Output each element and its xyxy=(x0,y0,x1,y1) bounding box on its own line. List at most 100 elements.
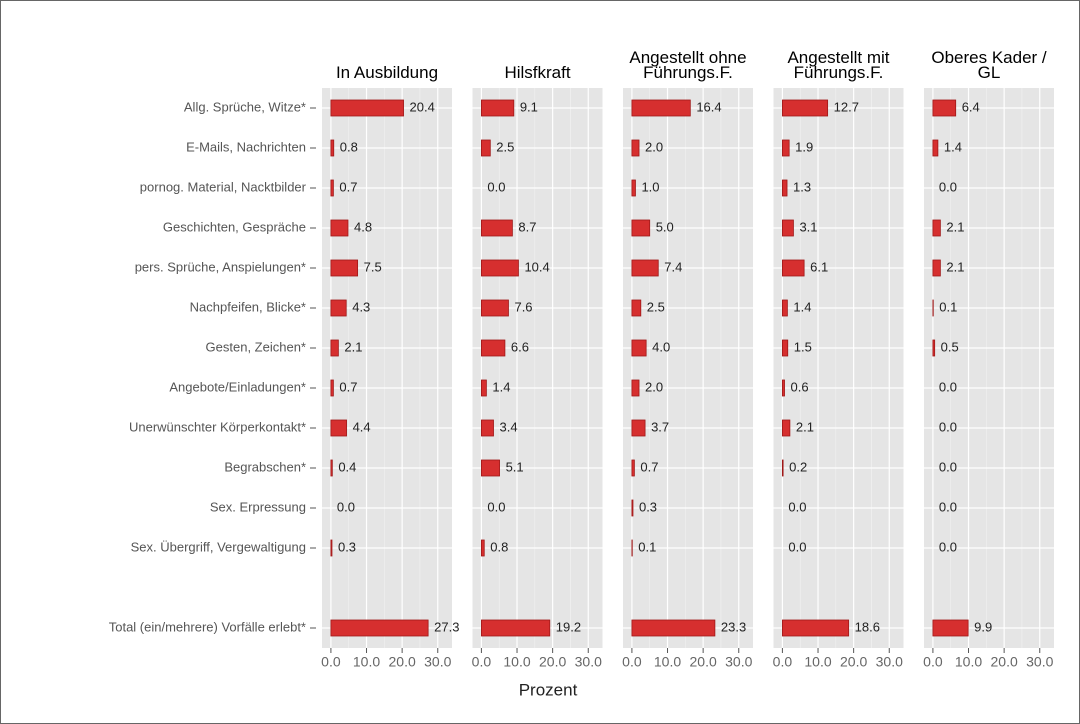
value-label: 0.0 xyxy=(939,179,957,194)
bar xyxy=(481,539,485,557)
value-label: 4.0 xyxy=(652,339,670,354)
bar xyxy=(330,419,347,437)
bar xyxy=(481,419,494,437)
bar xyxy=(782,299,788,317)
bar xyxy=(782,219,794,237)
value-label: 2.1 xyxy=(344,339,362,354)
value-label: 0.6 xyxy=(791,379,809,394)
bar xyxy=(782,179,788,197)
category-label: Nachpfeifen, Blicke* xyxy=(190,299,306,314)
value-label: 7.5 xyxy=(364,259,382,274)
value-label: 12.7 xyxy=(834,99,859,114)
bar xyxy=(330,379,334,397)
panel-background xyxy=(322,88,452,648)
value-label: 4.4 xyxy=(353,419,371,434)
panel-title: In Ausbildung xyxy=(336,63,438,82)
bar xyxy=(330,259,359,277)
panel-background xyxy=(623,88,753,648)
bar xyxy=(330,179,334,197)
value-label: 7.6 xyxy=(514,299,532,314)
category-label: pornog. Material, Nacktbilder xyxy=(140,179,307,194)
value-label: 19.2 xyxy=(556,619,581,634)
bar xyxy=(932,139,939,157)
bar xyxy=(631,379,640,397)
value-label: 2.1 xyxy=(946,219,964,234)
x-tick-label: 30.0 xyxy=(725,654,752,670)
value-label: 5.0 xyxy=(656,219,674,234)
category-label: Begrabschen* xyxy=(224,459,306,474)
x-tick-label: 0.0 xyxy=(773,654,793,670)
bar xyxy=(631,139,640,157)
x-tick-label: 10.0 xyxy=(804,654,831,670)
value-label: 4.3 xyxy=(352,299,370,314)
value-label: 0.0 xyxy=(939,419,957,434)
bar xyxy=(330,459,333,477)
value-label: 6.1 xyxy=(810,259,828,274)
bar xyxy=(330,219,349,237)
bar xyxy=(481,459,500,477)
value-label: 4.8 xyxy=(354,219,372,234)
value-label: 0.0 xyxy=(487,499,505,514)
bar xyxy=(481,379,487,397)
x-tick-label: 20.0 xyxy=(539,654,566,670)
x-tick-label: 0.0 xyxy=(923,654,943,670)
bar xyxy=(481,259,519,277)
bar xyxy=(631,499,634,517)
bar xyxy=(481,299,509,317)
bar xyxy=(631,99,691,117)
value-label: 0.3 xyxy=(639,499,657,514)
category-label: Sex. Übergriff, Vergewaltigung xyxy=(131,539,306,554)
x-tick-label: 0.0 xyxy=(622,654,642,670)
category-label: Total (ein/mehrere) Vorfälle erlebt* xyxy=(109,619,306,634)
value-label: 1.4 xyxy=(944,139,962,154)
value-label: 2.5 xyxy=(647,299,665,314)
value-label: 2.1 xyxy=(796,419,814,434)
value-label: 16.4 xyxy=(696,99,721,114)
panel-title: Angestellt ohne Führungs.F. xyxy=(629,48,746,82)
value-label: 18.6 xyxy=(855,619,880,634)
bar xyxy=(932,339,936,357)
value-label: 2.0 xyxy=(645,139,663,154)
x-tick-label: 20.0 xyxy=(991,654,1018,670)
value-label: 9.9 xyxy=(974,619,992,634)
bar xyxy=(481,339,506,357)
panel-title: Angestellt mit Führungs.F. xyxy=(787,48,889,82)
value-label: 0.0 xyxy=(939,459,957,474)
bar xyxy=(631,459,635,477)
category-label: Unerwünschter Körperkontakt* xyxy=(129,419,306,434)
value-label: 0.8 xyxy=(340,139,358,154)
value-label: 0.1 xyxy=(939,299,957,314)
value-label: 0.1 xyxy=(638,539,656,554)
value-label: 1.3 xyxy=(793,179,811,194)
value-label: 1.4 xyxy=(492,379,510,394)
value-label: 6.4 xyxy=(962,99,980,114)
bar xyxy=(481,619,551,637)
value-label: 1.9 xyxy=(795,139,813,154)
x-tick-label: 30.0 xyxy=(876,654,903,670)
bar xyxy=(631,619,716,637)
bar xyxy=(932,619,969,637)
bar xyxy=(782,419,791,437)
bar xyxy=(782,459,784,477)
bar xyxy=(631,339,647,357)
value-label: 0.3 xyxy=(338,539,356,554)
value-label: 2.1 xyxy=(946,259,964,274)
value-label: 3.4 xyxy=(500,419,518,434)
bar xyxy=(330,99,404,117)
bar xyxy=(631,259,659,277)
bar xyxy=(782,99,829,117)
value-label: 3.7 xyxy=(651,419,669,434)
value-label: 3.1 xyxy=(799,219,817,234)
x-tick-label: 20.0 xyxy=(690,654,717,670)
bar xyxy=(631,219,651,237)
value-label: 8.7 xyxy=(518,219,536,234)
category-label: Angebote/Einladungen* xyxy=(169,379,306,394)
bar xyxy=(330,619,429,637)
value-label: 0.8 xyxy=(490,539,508,554)
x-tick-label: 10.0 xyxy=(353,654,380,670)
bar xyxy=(330,339,339,357)
x-tick-label: 0.0 xyxy=(472,654,492,670)
panel-background xyxy=(773,88,904,648)
bar xyxy=(631,299,642,317)
